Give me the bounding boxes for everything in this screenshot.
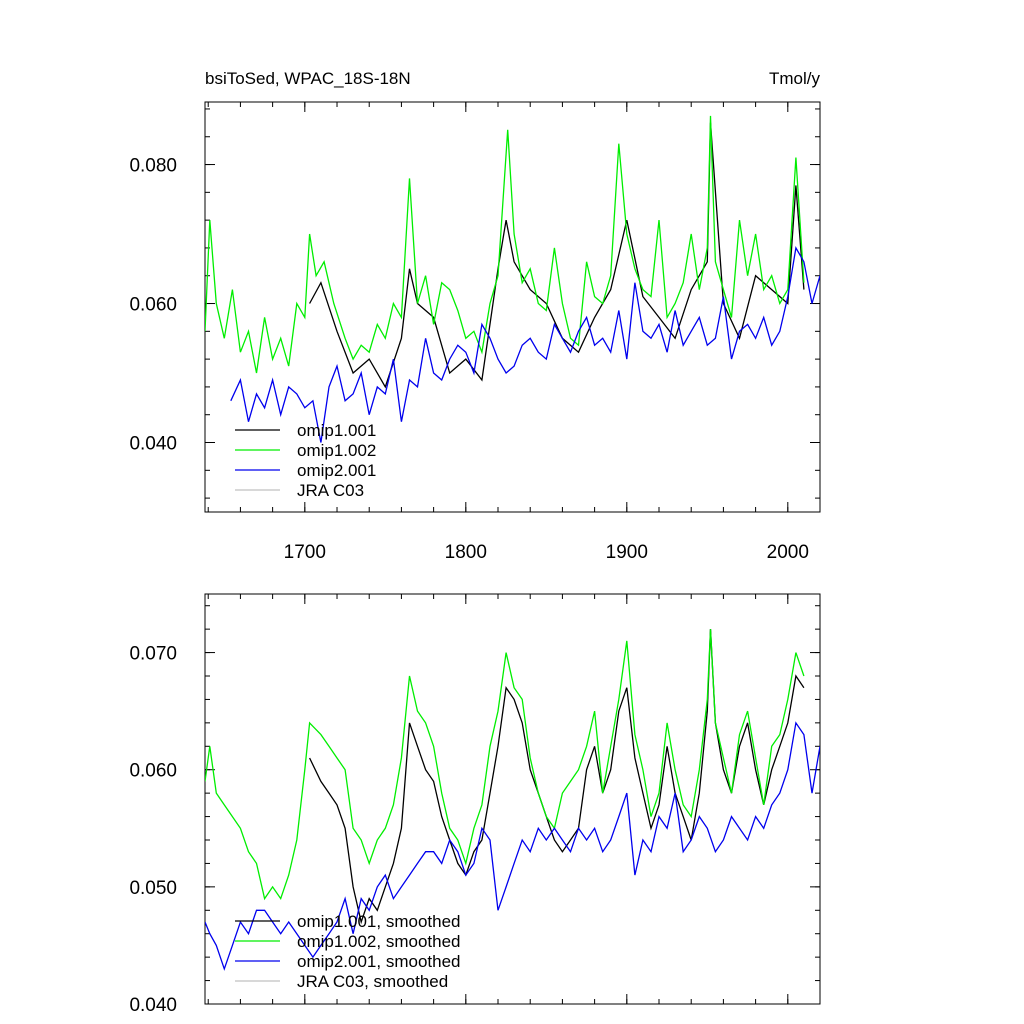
- y-tick-label: 0.080: [129, 156, 177, 177]
- y-tick-label: 0.040: [129, 995, 177, 1016]
- x-tick-label: 1800: [445, 542, 487, 563]
- x-tick-label: 2000: [767, 542, 809, 563]
- x-tick-label: 1700: [284, 542, 326, 563]
- legend-label: omip2.001: [297, 461, 376, 480]
- legend-label: omip1.001: [297, 421, 376, 440]
- legend-label: omip1.002: [297, 441, 376, 460]
- plot-frame: [204, 101, 821, 513]
- legend-label: omip1.001, smoothed: [297, 912, 461, 931]
- legend-label: omip1.002, smoothed: [297, 932, 461, 951]
- top-panel: bsiToSed, WPAC_18S-18N Tmol/y 0.040 0.060 0.…: [129, 69, 821, 563]
- chart-title: bsiToSed, WPAC_18S-18N: [205, 69, 411, 88]
- legend-label: JRA C03, smoothed: [297, 972, 448, 991]
- series-line-omip1-002: [205, 115, 805, 374]
- series-line-omip2-001: [230, 246, 820, 443]
- legend-label: JRA C03: [297, 481, 364, 500]
- y-tick-label: 0.060: [129, 761, 177, 782]
- y-tick-label: 0.050: [129, 878, 177, 899]
- series-line-omip1-002-smoothed: [205, 629, 805, 901]
- chart-units: Tmol/y: [769, 69, 821, 88]
- y-tick-label: 0.070: [129, 644, 177, 665]
- y-tick-label: 0.040: [129, 434, 177, 455]
- series-line-omip1-001-smoothed: [309, 629, 805, 925]
- series-line-omip2-001-smoothed: [205, 721, 820, 971]
- plot-frame: [204, 593, 821, 1005]
- legend-label: omip2.001, smoothed: [297, 952, 461, 971]
- series-line-omip1-001: [309, 122, 805, 389]
- x-tick-label: 1900: [606, 542, 648, 563]
- y-tick-label: 0.060: [129, 295, 177, 316]
